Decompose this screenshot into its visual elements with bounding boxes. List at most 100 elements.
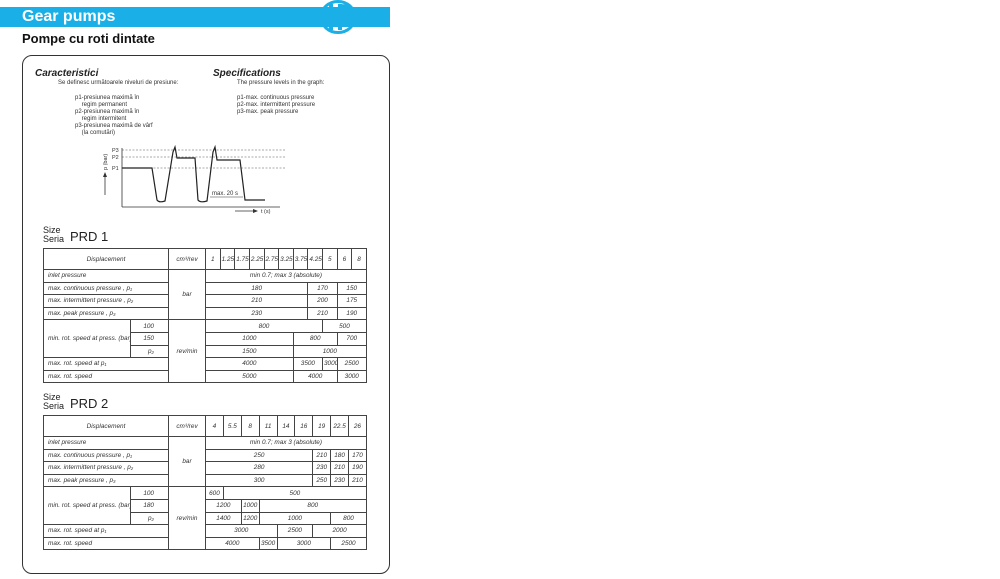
x-axis-label: t (s) [261, 209, 271, 215]
value-cell: 150 [336, 281, 367, 296]
page-title: Gear pumps [22, 8, 116, 25]
table-row: max. continuous pressure , p₁ 250 210 180 17… [43, 448, 367, 463]
table-row: max. continuous pressure , p₁ 180 170 150 [43, 281, 367, 296]
value-cell: 3000 [205, 524, 278, 538]
pressure-sub-label: 180 [130, 498, 169, 513]
value-cell: 500 [222, 486, 367, 500]
header-row: Displacement cm³/rev 1 1.25 1.75 2.25 2.75 3.25… [43, 248, 367, 270]
table-row: max. rot. speed at p₁ 3000 2500 2000 [43, 524, 367, 538]
value-cell: 230 [204, 306, 309, 321]
series-name-1: PRD 1 [70, 229, 109, 244]
value-cell: 200 [307, 294, 338, 308]
row-label: max. continuous pressure , p₁ [43, 281, 169, 296]
value-cell: 800 [330, 511, 367, 526]
displacement-value: 2.25 [248, 248, 265, 270]
row-label: max. rot. speed [43, 369, 169, 384]
table-row: max. peak pressure , p₃ 300 250 230 210 [43, 473, 367, 488]
speed-unit: rev/min [168, 486, 206, 551]
value-cell: 190 [348, 461, 367, 475]
value-cell: 1200 [240, 511, 260, 526]
table-row: max. rot. speed 5000 4000 3000 [43, 369, 367, 384]
displacement-value: 1.25 [219, 248, 236, 270]
y-axis-arrow-icon [103, 172, 107, 195]
header-row: Displacement cm³/rev 4 5.5 8 11 14 16 19 22.5 26 [43, 415, 367, 437]
pressure-sub-label: 150 [130, 331, 169, 346]
value-cell: 3500 [292, 357, 324, 371]
row-label: inlet pressure [43, 269, 169, 283]
value-cell: 2500 [330, 536, 367, 551]
speed-unit: rev/min [168, 319, 206, 384]
pressure-curve [122, 144, 265, 203]
value-cell: min 0.7; max 3 (absolute) [205, 269, 367, 283]
min-speed-label: min. rot. speed at press. (bar): [43, 486, 131, 526]
table-row: min. rot. speed at press. (bar): 100 rev/m… [43, 319, 367, 384]
value-cell: 1400 [205, 511, 242, 526]
pressure-unit: bar [168, 435, 206, 488]
value-cell: 190 [336, 306, 367, 321]
table-row: inlet pressure bar min 0.7; max 3 (absolut… [43, 268, 367, 321]
value-cell: 4000 [292, 369, 338, 384]
row-label: max. peak pressure , p₃ [43, 473, 169, 488]
pressure-sub-label: p₂ [130, 511, 169, 526]
value-cell: 210 [348, 473, 367, 488]
value-cell: 3500 [258, 536, 278, 551]
value-cell: 800 [258, 498, 367, 513]
value-cell: 4000 [205, 357, 294, 371]
value-cell: 4000 [205, 536, 260, 551]
displacement-value: 2.75 [263, 248, 280, 270]
header-banner: Gear pumps [0, 7, 390, 27]
displacement-value: 8 [240, 415, 260, 437]
displacement-value: 1.75 [234, 248, 250, 270]
pressure-graph: P3 P2 P1 p (bar) max. 20 s t (s) [103, 144, 285, 215]
y-axis-label: p (bar) [103, 154, 109, 170]
displacement-label: Displacement [43, 248, 169, 270]
value-cell: 210 [307, 306, 338, 321]
content-frame [22, 55, 390, 574]
displacement-value: 5.5 [222, 415, 242, 437]
displacement-unit: cm³/rev [168, 415, 206, 437]
value-cell: 800 [205, 319, 323, 333]
value-cell: 170 [307, 281, 338, 296]
value-cell: 250 [312, 473, 332, 488]
value-cell: 210 [312, 448, 332, 463]
row-label: max. continuous pressure , p₁ [43, 448, 169, 463]
ro-intro: Se definesc următoarele niveluri de pres… [58, 80, 179, 86]
row-label: max. peak pressure , p₃ [43, 306, 169, 321]
table-row: 180 1200 1000 800 [44, 498, 367, 513]
value-cell: 250 [204, 448, 314, 463]
size-label-1: Size Seria [43, 226, 64, 244]
row-label: inlet pressure [43, 436, 169, 450]
value-cell: 210 [204, 294, 309, 308]
x-axis-arrow-icon [235, 209, 258, 213]
value-cell: 1500 [205, 344, 294, 359]
en-title: Specifications [213, 68, 281, 79]
value-cell: 280 [204, 461, 314, 475]
pressure-sub-label: 100 [130, 486, 169, 500]
row-label: max. rot. speed at p₁ [43, 524, 169, 538]
table-row: max. rot. speed 4000 3500 3000 2500 [43, 536, 367, 551]
table-row: max. intermittent pressure , p₂ 210 200 175 [43, 294, 367, 308]
displacement-value: 22.5 [330, 415, 349, 437]
table-row: max. intermittent pressure , p₂ 280 230 210… [43, 461, 367, 475]
displacement-value: 6 [336, 248, 353, 270]
displacement-value: 4 [205, 415, 224, 437]
ro-title: Caracteristici [35, 68, 99, 79]
value-cell: 2500 [276, 524, 314, 538]
displacement-value: 16 [294, 415, 314, 437]
value-cell: 300 [204, 473, 314, 488]
value-cell: 1000 [292, 344, 367, 359]
ro-levels: p1-presiunea maximă în regim permanent p… [75, 95, 153, 136]
row-label: max. intermittent pressure , p₂ [43, 461, 169, 475]
value-cell: 1000 [240, 498, 260, 513]
value-cell: 180 [204, 281, 309, 296]
displacement-unit: cm³/rev [168, 248, 206, 270]
value-cell: 500 [322, 319, 367, 333]
value-cell: 210 [330, 461, 349, 475]
value-cell: 230 [312, 461, 332, 475]
value-cell: 170 [348, 448, 367, 463]
interval-label: max. 20 s [212, 191, 238, 197]
displacement-value: 8 [351, 248, 367, 270]
table-row: inlet pressure bar min 0.7; max 3 (absolut… [43, 435, 367, 488]
value-cell: 5000 [205, 369, 294, 384]
displacement-value: 3.75 [292, 248, 309, 270]
